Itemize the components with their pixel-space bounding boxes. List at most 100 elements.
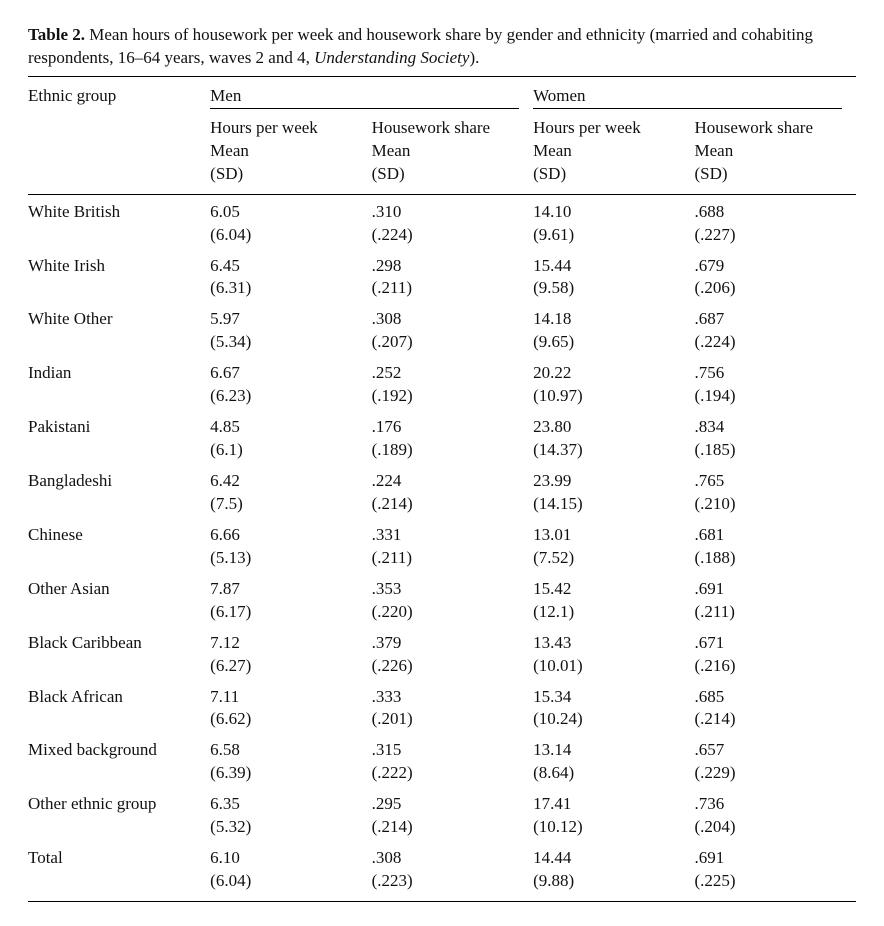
cell-ethnic: Other Asian [28,572,210,601]
cell-men-share-sd: (.223) [372,870,533,901]
cell-ethnic: Pakistani [28,410,210,439]
cell-women-hours: 15.42 [533,572,694,601]
cell-ethnic-sd [28,331,210,356]
cell-women-hours-sd: (7.52) [533,547,694,572]
cell-men-hours: 6.66 [210,518,371,547]
table-row: Black African7.11.33315.34.685 [28,680,856,709]
cell-ethnic: Black Caribbean [28,626,210,655]
cell-men-hours-sd: (5.13) [210,547,371,572]
cell-women-share: .691 [695,572,856,601]
cell-ethnic: Black African [28,680,210,709]
cell-women-share-sd: (.229) [695,762,856,787]
cell-women-share-sd: (.206) [695,277,856,302]
cell-ethnic: Mixed background [28,733,210,762]
table-row-sd: (6.39)(.222)(8.64)(.229) [28,762,856,787]
table-row-sd: (6.17)(.220)(12.1)(.211) [28,601,856,626]
col-header-women: Women [533,76,856,110]
cell-men-hours-sd: (6.04) [210,870,371,901]
cell-men-share: .310 [372,194,533,223]
cell-women-hours-sd: (9.61) [533,224,694,249]
cell-men-hours: 6.05 [210,194,371,223]
cell-men-share: .224 [372,464,533,493]
cell-women-hours: 14.18 [533,302,694,331]
cell-men-share: .379 [372,626,533,655]
caption-text-b: ). [469,48,479,67]
table-row-sd: (5.13)(.211)(7.52)(.188) [28,547,856,572]
col-header-women-hours: Hours per week Mean (SD) [533,111,694,194]
cell-men-share-sd: (.224) [372,224,533,249]
cell-ethnic-sd [28,439,210,464]
cell-ethnic-sd [28,655,210,680]
table-row-sd: (6.04)(.223)(9.88)(.225) [28,870,856,901]
subhead: Hours per week [533,117,694,140]
cell-men-hours-sd: (5.32) [210,816,371,841]
cell-men-share: .308 [372,302,533,331]
table-row: Pakistani4.85.17623.80.834 [28,410,856,439]
cell-ethnic-sd [28,224,210,249]
cell-women-hours: 15.34 [533,680,694,709]
cell-men-share: .353 [372,572,533,601]
cell-women-hours: 14.44 [533,841,694,870]
cell-women-share: .685 [695,680,856,709]
cell-men-share: .295 [372,787,533,816]
cell-ethnic-sd [28,816,210,841]
cell-ethnic-sd [28,277,210,302]
caption-italic: Understanding Society [314,48,469,67]
cell-women-share: .691 [695,841,856,870]
table-row: White Other5.97.30814.18.687 [28,302,856,331]
cell-men-hours-sd: (6.1) [210,439,371,464]
subhead: Housework share [372,117,533,140]
cell-women-hours-sd: (10.24) [533,708,694,733]
cell-ethnic: Chinese [28,518,210,547]
table-row: Other Asian7.87.35315.42.691 [28,572,856,601]
header-rule [533,108,842,109]
table-row: Bangladeshi6.42.22423.99.765 [28,464,856,493]
cell-women-hours-sd: (9.88) [533,870,694,901]
cell-ethnic: White British [28,194,210,223]
cell-men-hours-sd: (6.27) [210,655,371,680]
col-header-women-label: Women [533,86,585,105]
cell-women-share-sd: (.211) [695,601,856,626]
table-caption: Table 2. Mean hours of housework per wee… [28,24,856,70]
cell-men-share-sd: (.214) [372,493,533,518]
table-row-sd: (6.23)(.192)(10.97)(.194) [28,385,856,410]
cell-men-hours: 4.85 [210,410,371,439]
table-row: Mixed background6.58.31513.14.657 [28,733,856,762]
cell-women-hours-sd: (10.01) [533,655,694,680]
table-row-sd: (6.1)(.189)(14.37)(.185) [28,439,856,464]
cell-ethnic-sd [28,493,210,518]
cell-women-hours-sd: (9.58) [533,277,694,302]
cell-men-share: .333 [372,680,533,709]
subhead: Mean [210,140,371,163]
cell-men-hours: 6.10 [210,841,371,870]
cell-men-hours: 6.67 [210,356,371,385]
cell-men-share-sd: (.222) [372,762,533,787]
cell-men-share-sd: (.201) [372,708,533,733]
cell-women-hours: 13.43 [533,626,694,655]
cell-ethnic: Indian [28,356,210,385]
cell-men-hours: 6.42 [210,464,371,493]
cell-women-hours: 13.01 [533,518,694,547]
cell-women-share-sd: (.188) [695,547,856,572]
cell-men-share-sd: (.189) [372,439,533,464]
subhead: (SD) [695,163,856,186]
cell-ethnic: White Irish [28,249,210,278]
cell-ethnic: Total [28,841,210,870]
caption-label: Table 2. [28,25,85,44]
cell-women-hours-sd: (8.64) [533,762,694,787]
cell-women-share: .688 [695,194,856,223]
cell-ethnic-sd [28,762,210,787]
cell-women-hours-sd: (10.12) [533,816,694,841]
cell-women-hours: 15.44 [533,249,694,278]
table-row-sd: (5.32)(.214)(10.12)(.204) [28,816,856,841]
subhead: Mean [695,140,856,163]
header-rule [210,108,519,109]
cell-women-share-sd: (.194) [695,385,856,410]
cell-men-hours-sd: (6.62) [210,708,371,733]
cell-women-share-sd: (.224) [695,331,856,356]
table-row: Black Caribbean7.12.37913.43.671 [28,626,856,655]
cell-women-hours: 13.14 [533,733,694,762]
subhead: Housework share [695,117,856,140]
cell-men-hours-sd: (6.39) [210,762,371,787]
cell-men-share-sd: (.192) [372,385,533,410]
